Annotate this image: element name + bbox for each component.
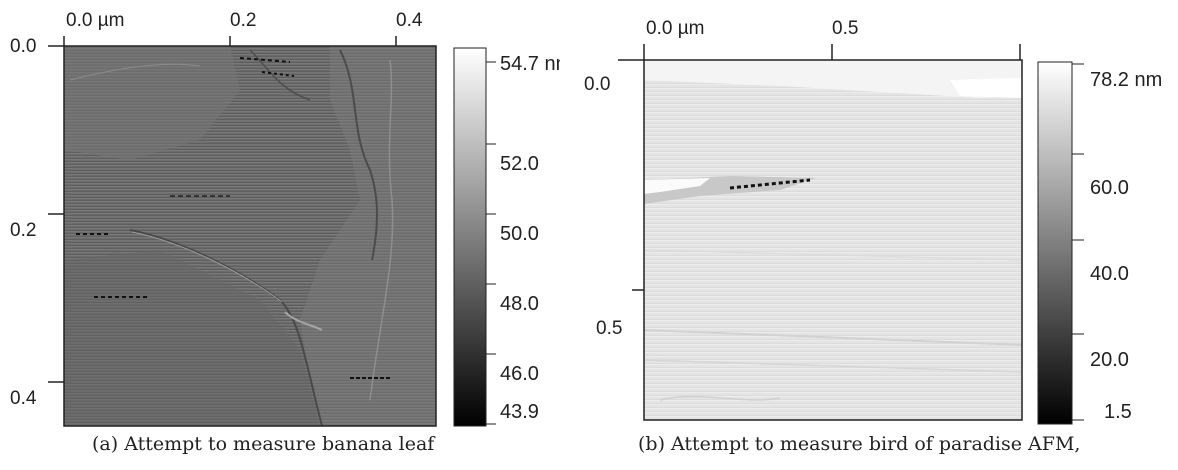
colorbar-a: 54.7 nm 52.0 50.0 48.0 46.0 43.9 [453, 47, 560, 427]
colorbar-label: 1.5 [1104, 401, 1132, 423]
colorbar-label: 78.2 nm [1090, 69, 1162, 91]
y-tick-label: 0.4 [10, 388, 37, 409]
x-tick-label: 0.5 [832, 18, 858, 39]
colorbar-label: 52.0 [500, 153, 539, 175]
colorbar-label: 48.0 [500, 293, 539, 315]
x-tick-label: 0.2 [230, 10, 256, 31]
x-axis-b: 0.0 µm 0.5 [643, 18, 1021, 60]
afm-figure-a: 0.0 µm 0.2 0.4 0.0 0.2 0.4 54.7 nm 52.0 … [10, 10, 560, 427]
afm-image-b [643, 59, 1023, 421]
colorbar-label: 20.0 [1090, 349, 1129, 371]
y-tick-label: 0.5 [596, 318, 622, 339]
afm-figure-b: 0.0 µm 0.5 0.0 0.5 78.2 nm 60.0 40.0 20.… [584, 18, 1162, 425]
x-axis-a: 0.0 µm 0.2 0.4 [63, 10, 423, 46]
figure-caption-b: (b) Attempt to measure bird of paradise … [638, 433, 1081, 455]
colorbar-b: 78.2 nm 60.0 40.0 20.0 1.5 [1037, 61, 1162, 425]
colorbar-label: 46.0 [500, 363, 539, 385]
y-tick-label: 0.0 [10, 36, 36, 57]
y-tick-label: 0.2 [10, 220, 36, 241]
y-axis-a: 0.0 0.2 0.4 [10, 36, 64, 409]
colorbar-label: 54.7 nm [500, 53, 560, 75]
afm-image-a [63, 45, 437, 427]
colorbar-label: 40.0 [1090, 263, 1129, 285]
x-tick-label: 0.0 µm [66, 10, 124, 31]
panel-b: 0.0 µm 0.5 0.0 0.5 78.2 nm 60.0 40.0 20.… [580, 0, 1178, 470]
y-tick-label: 0.0 [584, 74, 610, 95]
figure-caption-a: (a) Attempt to measure banana leaf [92, 433, 435, 455]
x-tick-label: 0.4 [396, 10, 423, 31]
y-axis-b: 0.0 0.5 [584, 59, 644, 339]
x-tick-label: 0.0 µm [646, 18, 704, 39]
colorbar-label: 50.0 [500, 223, 539, 245]
colorbar-label: 60.0 [1090, 177, 1129, 199]
colorbar-label: 43.9 [500, 401, 539, 423]
panel-a: 0.0 µm 0.2 0.4 0.0 0.2 0.4 54.7 nm 52.0 … [0, 0, 560, 470]
